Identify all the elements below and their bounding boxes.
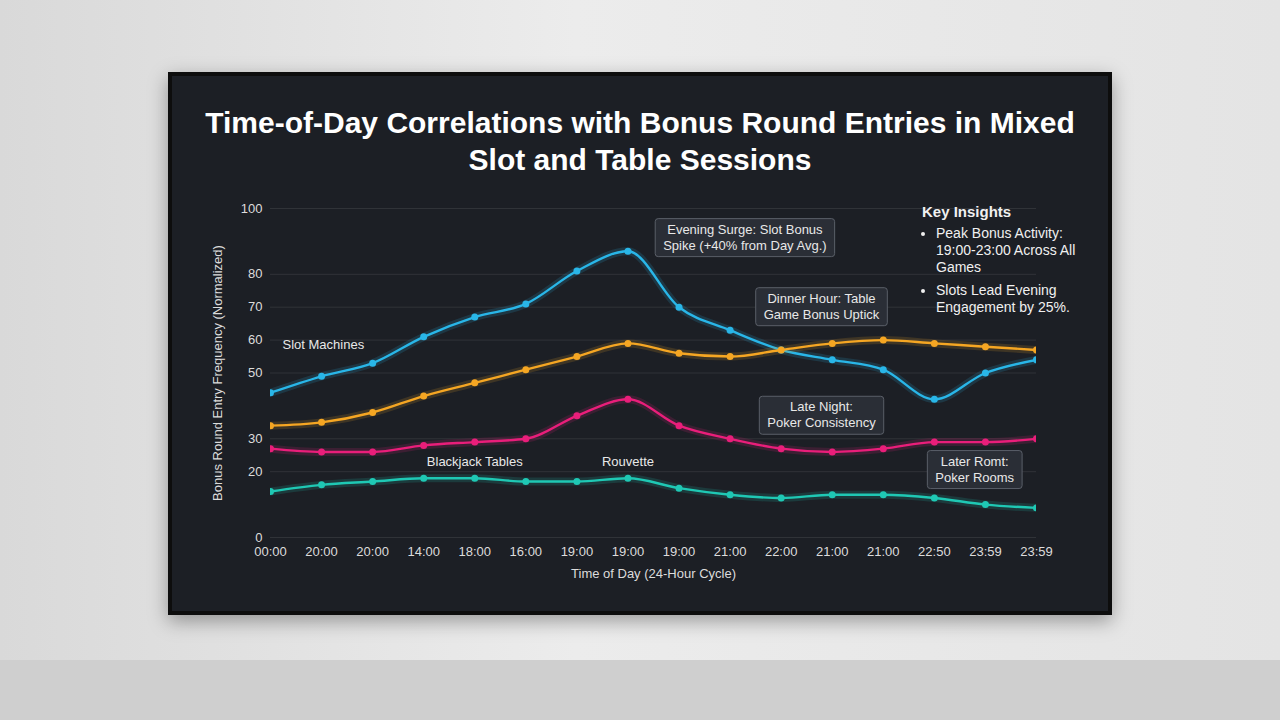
svg-text:16:00: 16:00 (510, 544, 543, 559)
svg-text:18:00: 18:00 (458, 544, 491, 559)
html-text:Time-of-Day Correlations with: Time-of-Day Correlations with Bonus Roun… (205, 106, 1075, 176)
svg-text:70: 70 (248, 299, 262, 314)
html-text:Peak Bonus Activity: 19:00-23:: Peak Bonus Activity: 19:00-23:00 Across … (936, 225, 1076, 275)
svg-text:20:00: 20:00 (356, 544, 389, 559)
svg-text:Bonus Round Entry Frequency (N: Bonus Round Entry Frequency (Normalized) (210, 245, 225, 501)
svg-text:00:00: 00:00 (254, 544, 287, 559)
svg-text:14:00: 14:00 (407, 544, 440, 559)
html-text:Key Insights: Key Insights (922, 203, 1012, 220)
svg-text:100: 100 (241, 201, 263, 216)
svg-text:20:00: 20:00 (305, 544, 338, 559)
svg-text:22:00: 22:00 (765, 544, 798, 559)
svg-text:Later Romt:Poker Rooms: Later Romt:Poker Rooms (935, 454, 1014, 485)
svg-text:Time of Day (24-Hour Cycle): Time of Day (24-Hour Cycle) (571, 566, 736, 581)
svg-text:80: 80 (248, 266, 262, 281)
svg-text:23:59: 23:59 (1020, 544, 1053, 559)
svg-text:21:00: 21:00 (714, 544, 747, 559)
svg-text:50: 50 (248, 365, 262, 380)
svg-text:Slot Machines: Slot Machines (283, 337, 365, 352)
svg-text:23:59: 23:59 (969, 544, 1002, 559)
svg-text:0: 0 (255, 530, 262, 545)
svg-text:Late Night:Poker Consistency: Late Night:Poker Consistency (767, 399, 876, 430)
svg-text:Blackjack Tables: Blackjack Tables (427, 454, 523, 469)
svg-text:Rouvette: Rouvette (602, 454, 654, 469)
svg-text:19:00: 19:00 (663, 544, 696, 559)
svg-text:60: 60 (248, 332, 262, 347)
svg-text:Dinner Hour: TableGame Bonus U: Dinner Hour: TableGame Bonus Uptick (764, 291, 880, 322)
html-text:Slots Lead Evening Engagement: Slots Lead Evening Engagement by 25%. (936, 282, 1070, 315)
svg-text:19:00: 19:00 (561, 544, 594, 559)
svg-text:21:00: 21:00 (867, 544, 900, 559)
svg-text:22:50: 22:50 (918, 544, 951, 559)
svg-text:Evening Surge: Slot BonusSpike: Evening Surge: Slot BonusSpike (+40% fro… (663, 222, 826, 253)
svg-text:19:00: 19:00 (612, 544, 645, 559)
svg-text:30: 30 (248, 431, 262, 446)
svg-text:21:00: 21:00 (816, 544, 849, 559)
svg-text:20: 20 (248, 464, 262, 479)
